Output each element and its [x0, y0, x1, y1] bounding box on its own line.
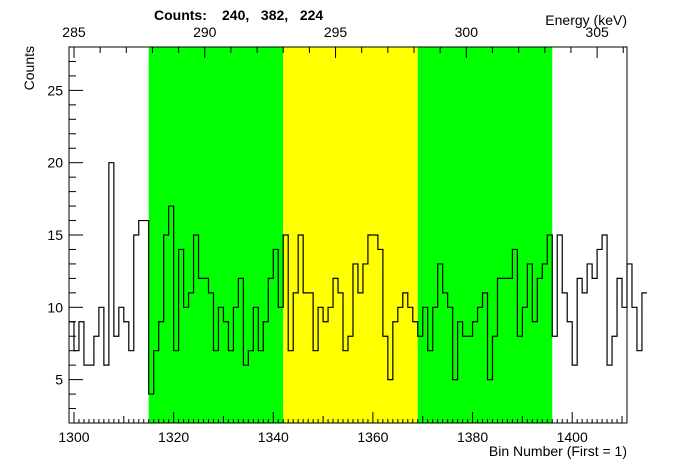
x-tick-label: 1320	[158, 429, 189, 445]
x-tick-label: 1380	[457, 429, 488, 445]
histogram-line	[69, 162, 647, 395]
region-bands	[148, 47, 553, 423]
energy-tick-label: 305	[585, 24, 609, 40]
y-axis-title: Counts	[21, 46, 37, 90]
energy-tick-label: 295	[324, 24, 348, 40]
y-tick-label: 5	[55, 372, 63, 388]
y-tick-label: 10	[47, 299, 63, 315]
x-tick-label: 1300	[58, 429, 89, 445]
counts-values: 240, 382, 224	[222, 7, 323, 23]
y-axis-ticks: 5 10 15 20 25	[47, 46, 83, 424]
energy-axis-ticks: 285 290 295 300 305	[62, 24, 624, 58]
counts-prefix: Counts:	[154, 7, 207, 23]
region-left-background	[148, 47, 284, 423]
energy-tick-label: 290	[193, 24, 217, 40]
region-right-background	[417, 47, 553, 423]
energy-tick-label: 285	[62, 24, 86, 40]
x-tick-label: 1360	[357, 429, 388, 445]
energy-tick-label: 300	[455, 24, 479, 40]
energy-axis-title: Energy (keV)	[545, 12, 627, 28]
histogram-series	[69, 162, 647, 395]
x-tick-label: 1340	[258, 429, 289, 445]
y-tick-label: 15	[47, 227, 63, 243]
x-axis-ticks: 1300 1320 1340 1360 1380 1400	[58, 412, 628, 445]
x-axis-title: Bin Number (First = 1)	[489, 443, 627, 459]
y-tick-label: 25	[47, 82, 63, 98]
y-tick-label: 20	[47, 155, 63, 171]
region-peak	[283, 47, 418, 423]
x-tick-label: 1400	[557, 429, 588, 445]
